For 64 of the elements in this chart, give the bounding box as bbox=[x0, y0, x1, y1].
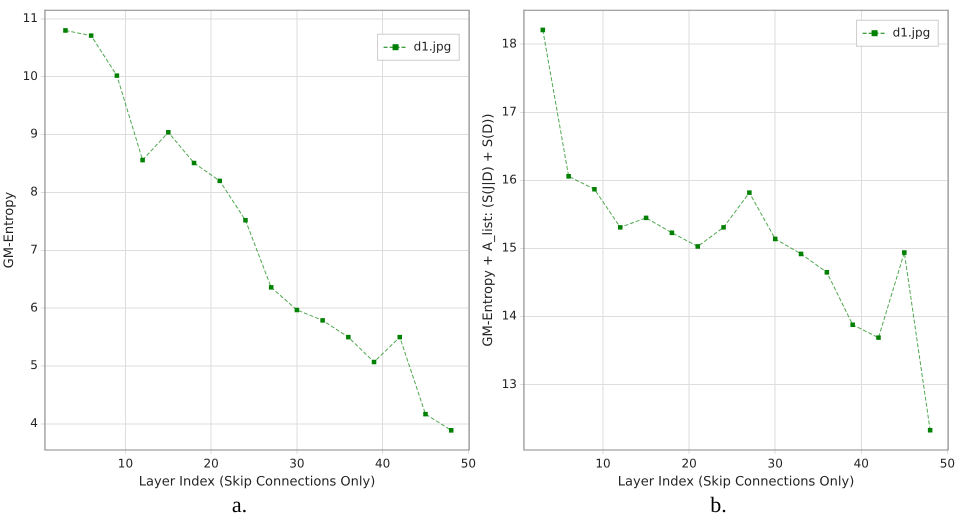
x-tick-label: 50 bbox=[460, 456, 476, 470]
y-tick-label: 18 bbox=[502, 36, 517, 50]
x-tick-label: 40 bbox=[854, 456, 869, 470]
text: b. bbox=[709, 492, 728, 518]
point bbox=[140, 158, 145, 162]
y-tick-label: 5 bbox=[30, 358, 38, 372]
point bbox=[63, 28, 68, 33]
x-tick-label: 40 bbox=[374, 456, 390, 470]
y-axis-title: GM-Entropy bbox=[2, 192, 18, 268]
legend-label: d1.jpg bbox=[892, 25, 930, 40]
y-tick-label: 10 bbox=[22, 68, 38, 83]
y-tick-label: 17 bbox=[502, 104, 517, 118]
point bbox=[294, 308, 300, 312]
y-tick-label: 11 bbox=[22, 11, 38, 26]
y-tick-label: 8 bbox=[30, 184, 38, 199]
point bbox=[448, 428, 454, 433]
point bbox=[346, 334, 351, 340]
x-tick-label: 10 bbox=[595, 456, 611, 470]
point bbox=[928, 428, 932, 433]
point bbox=[618, 225, 623, 230]
x-tick-label: 30 bbox=[768, 456, 783, 470]
text: a. bbox=[230, 492, 248, 518]
y-axis-title: GM-Entropy + A_list: (S(J|D) + S(D)) bbox=[481, 114, 496, 347]
point bbox=[824, 270, 830, 275]
x-axis-title: Layer Index (Skip Connections Only) bbox=[138, 474, 376, 490]
point bbox=[88, 33, 94, 38]
x-tick-label: 50 bbox=[940, 456, 955, 470]
x-tick-label: 10 bbox=[118, 456, 134, 470]
x-tick-label: 20 bbox=[204, 456, 219, 470]
point bbox=[217, 178, 222, 184]
legend-label: d1.jpg bbox=[414, 39, 452, 54]
point bbox=[320, 318, 325, 323]
point bbox=[644, 216, 648, 220]
point bbox=[876, 335, 881, 340]
point bbox=[398, 334, 402, 340]
y-tick-label: 6 bbox=[30, 300, 38, 314]
y-tick-label: 15 bbox=[502, 240, 517, 255]
point bbox=[747, 190, 752, 195]
x-axis-title: Layer Index (Skip Connections Only) bbox=[618, 474, 854, 490]
point bbox=[192, 160, 196, 166]
point bbox=[772, 236, 778, 242]
y-tick-label: 13 bbox=[502, 376, 517, 391]
x-tick-label: 20 bbox=[681, 456, 697, 470]
point bbox=[540, 28, 546, 32]
y-tick-label: 9 bbox=[30, 126, 38, 141]
point bbox=[592, 186, 597, 192]
x-tick-label: 30 bbox=[289, 456, 305, 470]
point bbox=[566, 174, 571, 179]
point bbox=[721, 225, 726, 230]
point bbox=[695, 244, 700, 249]
point bbox=[850, 322, 855, 327]
point bbox=[670, 230, 674, 236]
point bbox=[902, 250, 907, 255]
point bbox=[114, 73, 120, 78]
point bbox=[166, 130, 171, 135]
point bbox=[423, 412, 428, 416]
y-tick-label: 14 bbox=[502, 308, 517, 323]
point bbox=[268, 285, 274, 290]
y-tick-label: 4 bbox=[30, 416, 38, 430]
y-tick-label: 16 bbox=[502, 172, 517, 187]
point bbox=[798, 252, 804, 256]
point bbox=[243, 218, 248, 223]
point bbox=[372, 360, 376, 364]
y-tick-label: 7 bbox=[30, 242, 38, 256]
